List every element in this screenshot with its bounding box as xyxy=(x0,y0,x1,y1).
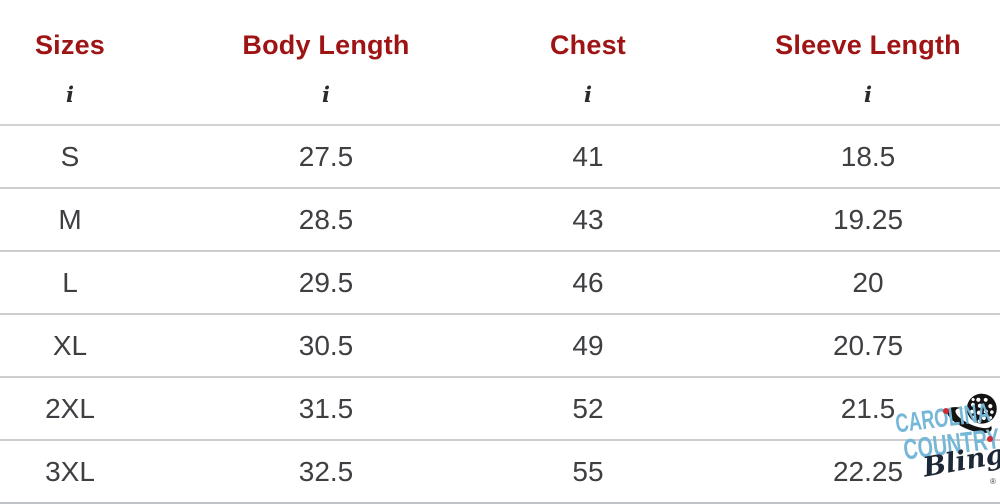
table-row-2xl: 2XL 31.5 52 21.5 xyxy=(0,377,1000,441)
cell-size: S xyxy=(0,125,140,189)
cell-body-length: 27.5 xyxy=(140,125,512,189)
cell-body-length: 32.5 xyxy=(140,440,512,504)
cell-body-length: 29.5 xyxy=(140,251,512,315)
cell-chest: 49 xyxy=(512,314,664,378)
cell-size: 2XL xyxy=(0,377,140,441)
cell-chest: 55 xyxy=(512,440,664,504)
info-icon[interactable]: i xyxy=(66,82,74,107)
info-icon[interactable]: i xyxy=(584,82,592,107)
cell-chest: 52 xyxy=(512,377,664,441)
table-row-3xl: 3XL 32.5 55 22.25 xyxy=(0,440,1000,504)
cell-sleeve-length: 20 xyxy=(664,251,1000,315)
info-icon[interactable]: i xyxy=(322,82,330,107)
column-header-sizes: Sizes xyxy=(34,29,106,60)
cell-sleeve-length: 21.5 xyxy=(664,377,1000,441)
table-row-s: S 27.5 41 18.5 xyxy=(0,125,1000,189)
info-icon[interactable]: i xyxy=(864,82,872,107)
cell-size: L xyxy=(0,251,140,315)
cell-sleeve-length: 19.25 xyxy=(664,188,1000,252)
info-icon-row: i i i i xyxy=(0,80,1000,126)
table-row-m: M 28.5 43 19.25 xyxy=(0,188,1000,252)
cell-sleeve-length: 22.25 xyxy=(664,440,1000,504)
cell-size: 3XL xyxy=(0,440,140,504)
cell-chest: 43 xyxy=(512,188,664,252)
info-cell: i xyxy=(512,80,664,126)
info-cell: i xyxy=(0,80,140,126)
header-row: Sizes Body Length Chest Sleeve Length xyxy=(0,0,1000,80)
cell-body-length: 30.5 xyxy=(140,314,512,378)
column-header-sleeve-length: Sleeve Length xyxy=(775,29,961,60)
cell-sleeve-length: 20.75 xyxy=(664,314,1000,378)
column-header-chest: Chest xyxy=(549,29,626,60)
cell-chest: 41 xyxy=(512,125,664,189)
cell-chest: 46 xyxy=(512,251,664,315)
info-cell: i xyxy=(140,80,512,126)
cell-size: XL xyxy=(0,314,140,378)
cell-body-length: 31.5 xyxy=(140,377,512,441)
info-cell: i xyxy=(664,80,1000,126)
table-row-xl: XL 30.5 49 20.75 xyxy=(0,314,1000,378)
cell-body-length: 28.5 xyxy=(140,188,512,252)
cell-sleeve-length: 18.5 xyxy=(664,125,1000,189)
table-row-l: L 29.5 46 20 xyxy=(0,251,1000,315)
cell-size: M xyxy=(0,188,140,252)
column-header-body-length: Body Length xyxy=(242,29,410,60)
